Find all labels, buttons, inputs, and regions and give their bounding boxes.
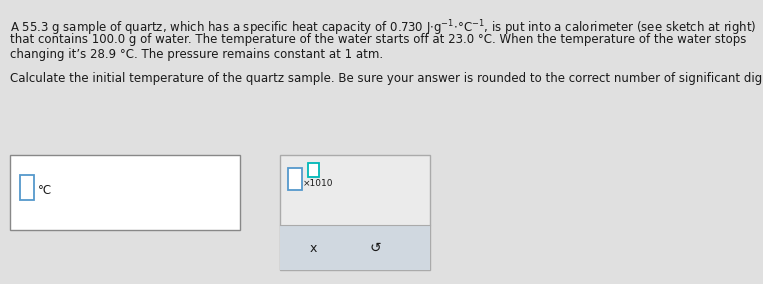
Text: x: x xyxy=(309,241,317,254)
Bar xyxy=(20,175,34,200)
Text: °C: °C xyxy=(38,183,52,197)
Text: ×1010: ×1010 xyxy=(303,179,333,187)
Text: A 55.3 g sample of quartz, which has a specific heat capacity of 0.730 J$\cdot$g: A 55.3 g sample of quartz, which has a s… xyxy=(10,18,756,37)
Bar xyxy=(10,155,240,230)
Bar xyxy=(280,225,430,270)
Bar xyxy=(308,163,319,177)
Text: ↺: ↺ xyxy=(369,241,381,255)
Text: that contains 100.0 g of water. The temperature of the water starts off at 23.0 : that contains 100.0 g of water. The temp… xyxy=(10,33,746,46)
Bar xyxy=(288,168,302,190)
Bar xyxy=(280,155,430,270)
Text: Calculate the initial temperature of the quartz sample. Be sure your answer is r: Calculate the initial temperature of the… xyxy=(10,72,763,85)
Text: changing it’s 28.9 °C. The pressure remains constant at 1 atm.: changing it’s 28.9 °C. The pressure rema… xyxy=(10,48,383,61)
